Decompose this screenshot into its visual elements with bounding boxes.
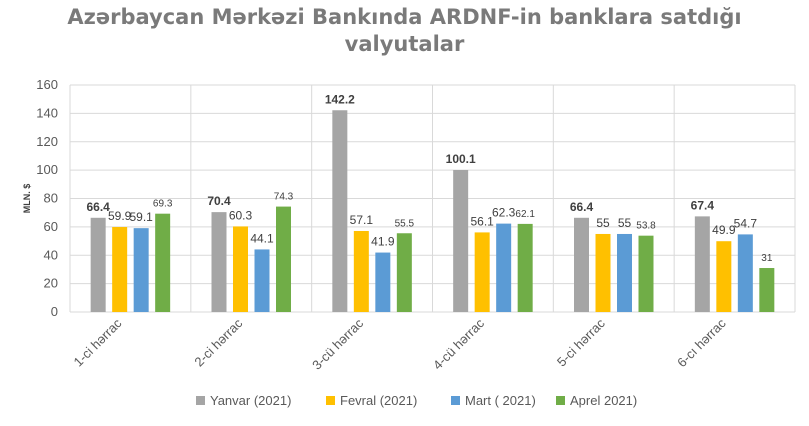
data-label: 62.3 bbox=[492, 206, 516, 220]
chart-title: Azərbaycan Mərkəzi Bankında ARDNF-in ban… bbox=[0, 4, 809, 58]
bar bbox=[353, 230, 369, 312]
data-label: 66.4 bbox=[570, 200, 594, 214]
bar bbox=[254, 249, 270, 312]
data-label: 54.7 bbox=[734, 216, 758, 230]
bar bbox=[474, 232, 490, 312]
data-label: 59.1 bbox=[129, 210, 153, 224]
y-tick-label: 0 bbox=[51, 304, 58, 319]
chart-title-line1: Azərbaycan Mərkəzi Bankında ARDNF-in ban… bbox=[67, 5, 742, 29]
bar bbox=[155, 213, 171, 312]
data-label: 70.4 bbox=[207, 194, 231, 208]
y-axis-label: MLN. $ bbox=[22, 184, 32, 214]
data-label: 74.3 bbox=[274, 192, 294, 203]
bar bbox=[617, 233, 632, 312]
bar bbox=[517, 223, 533, 312]
legend-label: Mart ( 2021) bbox=[465, 393, 536, 408]
data-label: 100.1 bbox=[446, 152, 476, 166]
bar bbox=[276, 206, 291, 312]
bar bbox=[638, 235, 654, 312]
bar bbox=[233, 226, 248, 312]
chart-title-line2: valyutalar bbox=[344, 32, 465, 56]
data-label: 41.9 bbox=[371, 235, 395, 249]
y-tick-label: 60 bbox=[44, 219, 58, 234]
data-label: 60.3 bbox=[229, 208, 253, 222]
data-label: 31 bbox=[761, 253, 773, 264]
legend-swatch bbox=[326, 396, 335, 405]
bar bbox=[694, 216, 710, 312]
bar bbox=[496, 223, 512, 312]
data-label: 55 bbox=[618, 216, 632, 230]
y-tick-label: 160 bbox=[36, 77, 58, 92]
legend-label: Yanvar (2021) bbox=[210, 393, 291, 408]
y-tick-label: 40 bbox=[44, 247, 58, 262]
bar bbox=[759, 268, 775, 312]
bar bbox=[396, 233, 412, 312]
data-label: 49.9 bbox=[712, 223, 736, 237]
data-label: 55.5 bbox=[395, 218, 415, 229]
x-tick-label: 2-ci hərrac bbox=[191, 315, 245, 369]
bar bbox=[112, 227, 128, 312]
x-tick-label: 4-cü hərrac bbox=[430, 315, 487, 372]
y-tick-label: 80 bbox=[44, 191, 58, 206]
y-tick-label: 140 bbox=[36, 105, 58, 120]
bar bbox=[375, 252, 391, 312]
legend-label: Fevral (2021) bbox=[340, 393, 417, 408]
data-label: 57.1 bbox=[350, 213, 374, 227]
y-tick-label: 120 bbox=[36, 134, 58, 149]
bar bbox=[574, 217, 589, 312]
x-tick-label: 3-cü hərrac bbox=[309, 315, 366, 372]
data-label: 142.2 bbox=[325, 92, 355, 106]
bar bbox=[211, 212, 227, 312]
legend-swatch bbox=[196, 396, 205, 405]
data-label: 69.3 bbox=[153, 199, 173, 210]
data-label: 44.1 bbox=[250, 231, 274, 245]
legend-label: Aprel 2021) bbox=[570, 393, 637, 408]
data-label: 55 bbox=[596, 216, 610, 230]
bar bbox=[133, 228, 149, 312]
y-tick-label: 20 bbox=[44, 276, 58, 291]
data-label: 66.4 bbox=[86, 200, 110, 214]
x-tick-label: 6-cı hərrac bbox=[674, 315, 729, 370]
bar bbox=[90, 217, 106, 312]
x-tick-label: 1-ci hərrac bbox=[70, 315, 124, 369]
x-tick-label: 5-ci hərrac bbox=[554, 315, 608, 369]
bar bbox=[453, 169, 469, 312]
data-label: 59.9 bbox=[108, 209, 132, 223]
data-label: 62.1 bbox=[515, 209, 535, 220]
bar bbox=[716, 241, 732, 312]
y-tick-label: 100 bbox=[36, 162, 58, 177]
data-label: 53.8 bbox=[636, 221, 656, 232]
legend-swatch bbox=[451, 396, 460, 405]
data-label: 56.1 bbox=[470, 214, 494, 228]
legend-swatch bbox=[556, 396, 565, 405]
bar bbox=[737, 234, 753, 312]
data-label: 67.4 bbox=[691, 198, 715, 212]
bar bbox=[595, 233, 611, 312]
bar bbox=[332, 110, 348, 312]
